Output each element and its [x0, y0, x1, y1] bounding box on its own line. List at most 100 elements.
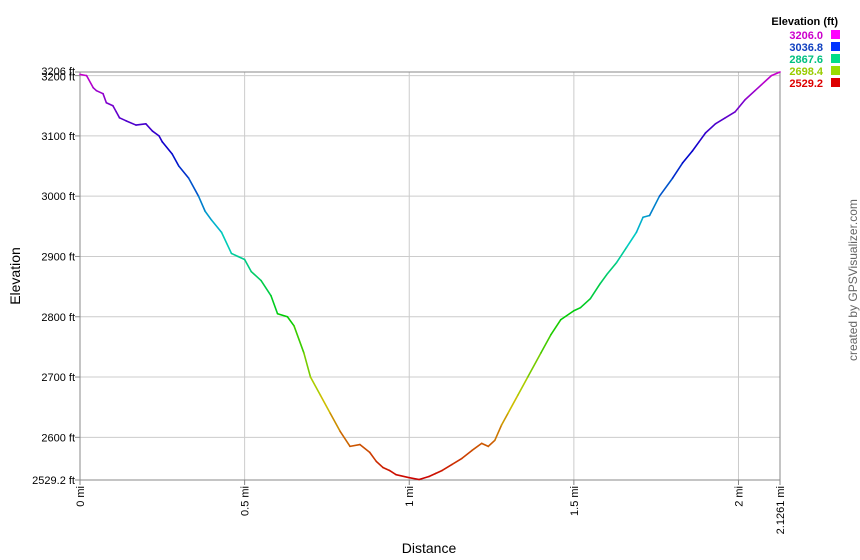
y-axis-title: Elevation	[7, 247, 23, 305]
y-tick-label: 2900 ft	[41, 251, 75, 263]
legend: Elevation (ft) 3206.03036.82867.62698.42…	[771, 16, 840, 90]
legend-title: Elevation (ft)	[771, 16, 838, 28]
elevation-segment	[441, 463, 453, 472]
y-tick-label: 2700 ft	[41, 372, 75, 384]
x-tick-label: 0.5 mi	[240, 486, 252, 516]
elevation-segment	[428, 472, 437, 478]
elevation-segment	[418, 475, 430, 481]
elevation-segment	[368, 451, 378, 463]
y-tick-label: 3206 ft	[41, 66, 75, 78]
elevation-segment	[642, 214, 651, 219]
elevation-segment	[349, 443, 361, 448]
elevation-segment	[434, 469, 443, 475]
elevation-segment	[526, 352, 542, 378]
elevation-segment	[451, 457, 463, 466]
elevation-segment	[635, 216, 644, 234]
y-tick-label: 2800 ft	[41, 312, 75, 324]
x-tick-label: 2.1261 mi	[775, 486, 787, 534]
elevation-segment	[671, 162, 684, 179]
x-axis: 0 mi 0.5 mi 1 mi 1.5 mi 2 mi 2.1261 mi	[75, 480, 787, 534]
y-tick-label: 3100 ft	[41, 131, 75, 143]
legend-value: 2698.4	[789, 66, 824, 78]
elevation-segment	[507, 394, 519, 415]
elevation-segment	[145, 123, 154, 132]
x-tick-label: 0 mi	[75, 486, 87, 507]
elevation-segment	[658, 177, 674, 197]
credit-text: created by GPSVisualizer.com	[846, 199, 860, 361]
y-axis: 2529.2 ft 2600 ft 2700 ft 2800 ft 2900 ft 300…	[32, 66, 80, 487]
elevation-segment	[388, 469, 397, 476]
elevation-segment	[115, 110, 121, 119]
elevation-segment	[237, 255, 246, 261]
y-tick-label: 3200 ft	[41, 72, 75, 84]
elevation-segment	[177, 165, 190, 179]
elevation-segment	[85, 74, 94, 89]
elevation-segment	[329, 412, 341, 433]
legend-value: 3206.0	[789, 30, 823, 42]
elevation-segment	[550, 318, 562, 336]
elevation-segment	[197, 195, 206, 213]
plot-frame	[79, 71, 781, 481]
elevation-segment	[744, 89, 756, 101]
elevation-segment	[230, 252, 239, 258]
elevation-segment	[540, 334, 552, 354]
elevation-segment	[375, 460, 384, 469]
elevation-segment	[517, 376, 529, 396]
elevation-segment	[704, 123, 717, 134]
elevation-segment	[470, 442, 483, 452]
elevation-segment	[724, 110, 736, 119]
elevation-segment	[339, 430, 351, 448]
elevation-segment	[151, 130, 160, 137]
elevation-segment	[698, 132, 707, 143]
elevation-segment	[625, 231, 638, 249]
y-tick-label: 2600 ft	[41, 432, 75, 444]
legend-swatch	[831, 66, 840, 75]
elevation-segment	[408, 476, 420, 481]
elevation-segment	[589, 282, 602, 300]
elevation-segment	[210, 219, 223, 234]
elevation-series	[79, 71, 781, 481]
elevation-segment	[293, 324, 305, 354]
elevation-segment	[494, 424, 503, 442]
elevation-segment	[276, 312, 289, 318]
legend-swatch	[831, 78, 840, 87]
elevation-segment	[270, 294, 279, 315]
legend-value: 2867.6	[789, 54, 823, 66]
legend-swatch	[831, 42, 840, 51]
elevation-segment	[760, 74, 773, 86]
elevation-segment	[158, 135, 164, 143]
elevation-segment	[105, 101, 114, 107]
elevation-segment	[260, 279, 272, 297]
elevation-segment	[559, 309, 575, 321]
elevation-segment	[95, 89, 104, 95]
elevation-segment	[714, 117, 727, 125]
elevation-segment	[79, 73, 88, 77]
elevation-segment	[286, 315, 295, 327]
elevation-segment	[250, 270, 262, 282]
elevation-segment	[691, 141, 700, 152]
elevation-segment	[754, 83, 763, 92]
legend-swatch	[831, 30, 840, 39]
y-tick-label: 3000 ft	[41, 191, 75, 203]
elevation-segment	[359, 443, 371, 454]
elevation-segment	[102, 92, 108, 104]
x-tick-label: 1 mi	[404, 486, 416, 507]
elevation-segment	[480, 442, 490, 448]
elevation-segment	[573, 306, 582, 312]
x-tick-label: 2 mi	[733, 486, 745, 507]
elevation-segment	[125, 120, 137, 126]
elevation-segment	[243, 258, 253, 273]
elevation-segment	[605, 261, 618, 276]
elevation-segment	[648, 195, 661, 217]
elevation-segment	[487, 439, 496, 448]
elevation-segment	[382, 466, 391, 472]
elevation-segment	[112, 104, 118, 113]
elevation-segment	[309, 376, 322, 396]
elevation-segment	[461, 449, 473, 460]
elevation-segment	[204, 210, 213, 222]
elevation-segment	[500, 412, 509, 427]
elevation-segment	[187, 177, 200, 197]
elevation-segment	[118, 117, 127, 122]
